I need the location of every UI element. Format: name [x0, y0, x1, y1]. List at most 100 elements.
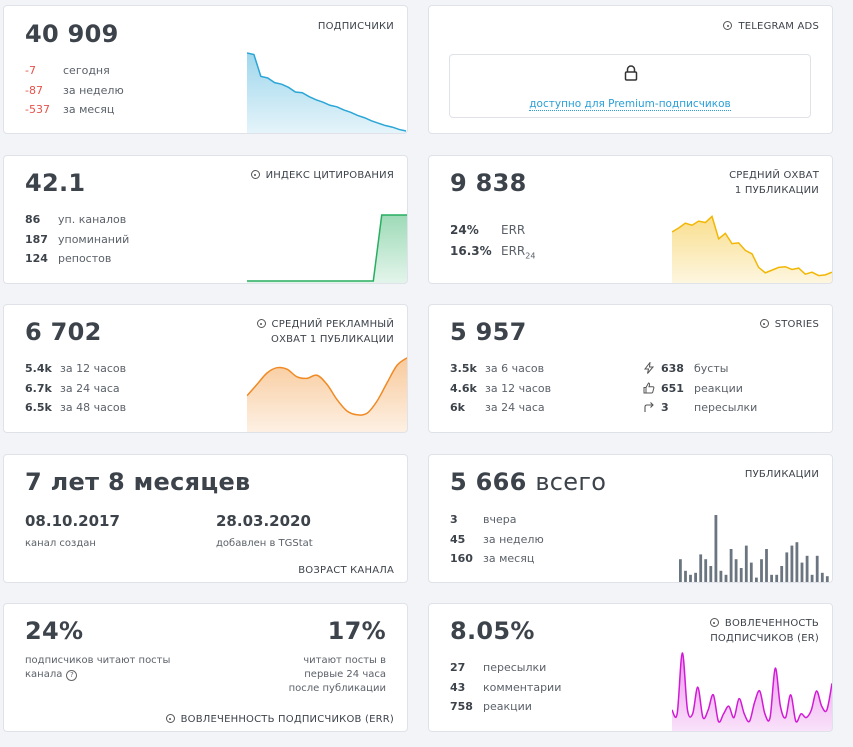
publication-bar — [820, 572, 824, 582]
stat-row: 6.5k за 48 часов — [25, 401, 127, 414]
publication-bar — [785, 552, 789, 582]
stat-row: 638 бусты — [643, 359, 757, 379]
channel-age-value: 7 лет 8 месяцев — [25, 468, 251, 496]
publications-stats: 3 вчера 45 за неделю 160 за месяц — [450, 510, 544, 569]
publication-bar — [734, 559, 738, 582]
err-label-left: подписчиков читают посты канала? — [25, 655, 171, 681]
subscribers-card[interactable]: 40 909 подписчики -7 сегодня -87 за неделю… — [3, 5, 408, 134]
lightning-icon — [643, 360, 655, 374]
publication-bar — [689, 574, 692, 582]
publication-bar — [724, 574, 728, 582]
publication-bar — [684, 570, 687, 582]
publication-bar — [770, 574, 773, 582]
publications-title: публикации — [744, 469, 819, 480]
publication-bar — [749, 562, 753, 582]
stat-row: 27 пересылки — [450, 661, 547, 674]
stat-row: -7 сегодня — [25, 64, 110, 77]
lock-icon — [624, 65, 638, 81]
publication-bar — [780, 566, 784, 582]
er-stats: 27 пересылки 43 комментарии 758 реакции — [450, 658, 561, 717]
publication-bar — [815, 555, 819, 582]
er-value: 8.05% — [450, 617, 535, 645]
stories-card[interactable]: 5 957 stories 3.5k за 6 часов 4.6k за 12 ч… — [428, 304, 833, 433]
premium-lock-box: доступно для Premium-подписчиков — [449, 54, 811, 118]
telegram-ads-title: telegram ads — [723, 19, 819, 34]
subscribers-count: 40 909 — [25, 20, 119, 48]
ad-reach-card[interactable]: 6 702 средний рекламный охват 1 публикаци… — [3, 304, 408, 433]
added-to-tgstat-date: 28.03.2020 — [216, 512, 311, 530]
stat-row: 187 упоминаний — [25, 232, 130, 246]
publication-bar — [825, 576, 829, 582]
avg-reach-sparkline — [672, 215, 832, 283]
sparkline-area — [247, 53, 406, 133]
sparkline-line — [247, 52, 407, 132]
publication-bar — [775, 574, 779, 582]
publication-bar — [790, 545, 794, 582]
publication-bar — [765, 549, 768, 582]
avg-reach-stats: 24% ERR 16.3% ERR24 — [450, 220, 535, 262]
publication-bar — [800, 562, 804, 582]
err-value-left: 24% — [25, 617, 84, 645]
publication-bar — [795, 542, 799, 582]
subscribers-title: подписчики — [317, 21, 394, 32]
premium-link[interactable]: доступно для Premium-подписчиков — [529, 98, 731, 111]
avg-reach-card[interactable]: 9 838 средний охват 1 публикации 24% ERR 1… — [428, 155, 833, 284]
added-to-tgstat-label: добавлен в TGStat — [216, 538, 313, 549]
info-icon — [165, 714, 175, 723]
publication-bar — [704, 559, 708, 582]
stat-row: 4.6k за 12 часов — [450, 381, 552, 395]
er-sparkline — [672, 652, 832, 731]
citation-index-value: 42.1 — [25, 169, 86, 197]
stories-value: 5 957 — [450, 318, 527, 346]
sparkline-area — [672, 652, 832, 731]
publication-bar — [679, 559, 682, 582]
subscribers-sparkline — [247, 52, 407, 133]
sparkline-line — [672, 215, 832, 277]
err-label-right: читают посты в первые 24 часа после публ… — [288, 655, 386, 694]
publication-bar — [709, 566, 713, 582]
forward-arrow-icon — [644, 402, 654, 412]
info-icon — [250, 170, 260, 179]
thumbs-up-icon — [643, 381, 655, 393]
publication-bar — [694, 572, 697, 582]
ad-reach-value: 6 702 — [25, 318, 102, 346]
stat-row: 160 за месяц — [450, 552, 535, 565]
stat-row: 45 за неделю — [450, 532, 544, 546]
err-value-right: 17% — [327, 617, 386, 645]
help-icon[interactable]: ? — [66, 670, 78, 681]
stat-row: 6k за 24 часа — [450, 401, 545, 414]
stat-row: 6.7k за 24 часа — [25, 381, 120, 395]
channel-age-title: возраст канала — [298, 565, 394, 576]
ad-reach-stats: 5.4k за 12 часов 6.7k за 24 часа 6.5k за 48… — [25, 359, 126, 418]
stat-row: -537 за месяц — [25, 103, 115, 116]
publication-bar — [805, 555, 809, 582]
citation-index-card[interactable]: 42.1 индекс цитирования 86 уп. каналов 18… — [3, 155, 408, 284]
publication-bar — [729, 549, 733, 582]
sparkline-area — [247, 357, 407, 432]
stat-row: 43 комментарии — [450, 680, 562, 694]
publication-bar — [719, 570, 723, 582]
stat-row: 758 реакции — [450, 700, 532, 713]
publication-bar — [760, 559, 763, 582]
err-card: 24% подписчиков читают посты канала? 17%… — [3, 603, 408, 732]
stories-engagement: 638 бусты 651 реакции 3 пересылки — [643, 359, 757, 418]
info-icon — [709, 618, 719, 627]
stat-row: 3.5k за 6 часов — [450, 362, 545, 375]
sparkline-area — [247, 215, 407, 283]
subscribers-stats: -7 сегодня -87 за неделю -537 за месяц — [25, 61, 124, 120]
citation-index-title: индекс цитирования — [250, 168, 394, 183]
stat-row: 3 вчера — [450, 513, 517, 526]
stat-row: 24% ERR — [450, 223, 526, 237]
publications-value: 5 666 всего — [450, 468, 607, 496]
avg-reach-value: 9 838 — [450, 169, 527, 197]
stat-row: 651 реакции — [643, 379, 757, 399]
channel-created-label: канал создан — [25, 538, 96, 549]
channel-created-date: 08.10.2017 — [25, 512, 120, 530]
publication-bar — [810, 574, 814, 582]
sparkline-area — [672, 216, 832, 283]
publication-bar — [739, 568, 743, 582]
publications-card[interactable]: 5 666 всего публикации 3 вчера 45 за недел… — [428, 454, 833, 583]
er-card[interactable]: 8.05% вовлеченность подписчиков (ER) 27 пе… — [428, 603, 833, 732]
info-icon — [256, 319, 266, 328]
publication-bar — [755, 577, 758, 582]
